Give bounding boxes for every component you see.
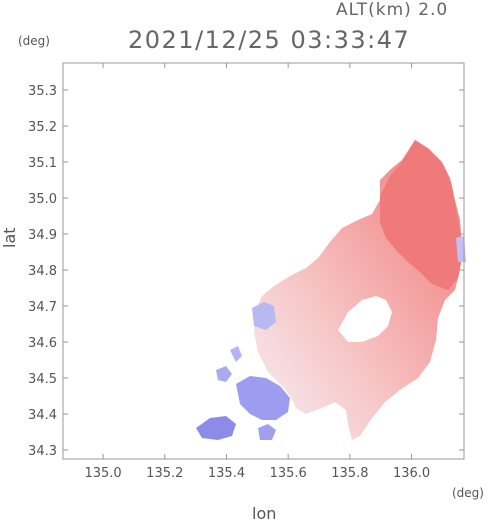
- altitude-label: ALT(km) 2.0: [336, 0, 449, 20]
- x-tick-label: 135.4: [208, 466, 245, 481]
- timestamp-title: 2021/12/25 03:33:47: [128, 26, 411, 54]
- y-tick-label: 35.0: [28, 192, 57, 207]
- plot-border: [62, 62, 465, 460]
- y-tick-label: 34.5: [28, 372, 57, 387]
- echo-field: [196, 140, 466, 440]
- echo-blue-patch: [196, 416, 236, 440]
- echo-core-region: [380, 140, 462, 290]
- y-tick-label: 34.4: [28, 408, 57, 423]
- y-tick-label: 35.1: [28, 156, 57, 171]
- y-tick-label: 35.2: [28, 120, 57, 135]
- echo-blue-patch: [216, 366, 232, 382]
- echo-blue-patch: [230, 346, 242, 362]
- echo-blue-patch: [258, 424, 276, 440]
- y-tick-label: 34.3: [28, 444, 57, 459]
- y-tick-label: 34.9: [28, 228, 57, 243]
- x-axis-unit: (deg): [452, 486, 484, 500]
- x-axis-label: lon: [252, 504, 277, 523]
- y-tick-label: 34.7: [28, 300, 57, 315]
- x-axis-ticks: 135.0 135.2 135.4 135.6 135.8 136.0: [84, 63, 430, 481]
- y-axis-unit: (deg): [18, 34, 50, 48]
- echo-blue-patch: [252, 302, 276, 330]
- y-tick-label: 35.3: [28, 84, 57, 99]
- y-tick-label: 34.8: [28, 264, 57, 279]
- x-tick-label: 135.8: [331, 466, 368, 481]
- plot-frame: [62, 62, 465, 460]
- x-tick-label: 135.2: [146, 466, 183, 481]
- echo-blue-patch: [236, 376, 290, 420]
- x-tick-label: 136.0: [393, 466, 430, 481]
- y-axis-ticks: 34.3 34.4 34.5 34.6 34.7 34.8 34.9 35.0 35.1 35.2…: [28, 84, 464, 459]
- x-tick-label: 135.0: [84, 466, 121, 481]
- x-tick-label: 135.6: [270, 466, 307, 481]
- y-tick-label: 34.6: [28, 336, 57, 351]
